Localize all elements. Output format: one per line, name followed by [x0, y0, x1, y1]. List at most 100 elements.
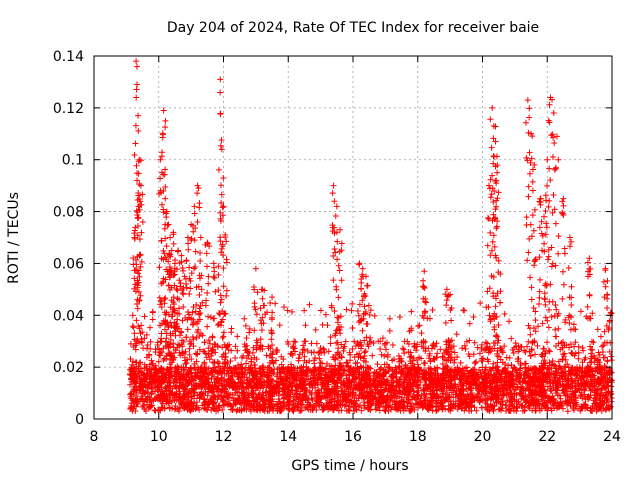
data-point	[185, 308, 192, 315]
data-point	[196, 291, 203, 298]
data-point	[359, 327, 366, 334]
data-point	[543, 339, 550, 346]
data-point	[344, 360, 351, 367]
data-point	[154, 339, 161, 346]
data-point	[183, 334, 190, 341]
data-point	[152, 362, 159, 369]
data-point	[177, 379, 184, 386]
data-point	[234, 333, 241, 340]
data-point	[371, 312, 378, 319]
data-point	[211, 315, 218, 322]
data-point	[197, 275, 204, 282]
data-point	[301, 307, 308, 314]
data-point	[228, 325, 235, 332]
data-point	[279, 391, 286, 398]
data-point	[191, 210, 198, 217]
data-point	[179, 265, 186, 272]
data-point	[289, 308, 296, 315]
data-point	[479, 364, 486, 371]
data-point	[374, 361, 381, 368]
data-point	[157, 156, 164, 163]
data-point	[209, 390, 216, 397]
data-point	[157, 338, 164, 345]
data-point	[555, 358, 562, 365]
data-point	[460, 307, 467, 314]
data-point	[290, 406, 297, 413]
data-point	[217, 142, 224, 149]
data-point	[214, 358, 221, 365]
data-point	[129, 323, 136, 330]
data-point	[167, 234, 174, 241]
data-point	[481, 347, 488, 354]
data-point	[450, 343, 457, 350]
data-point	[535, 300, 542, 307]
data-point	[503, 402, 510, 409]
data-point	[545, 347, 552, 354]
data-point	[204, 289, 211, 296]
data-point	[510, 349, 517, 356]
data-point	[512, 340, 519, 347]
data-point	[413, 347, 420, 354]
data-point	[601, 393, 608, 400]
data-point	[362, 348, 369, 355]
data-point	[312, 326, 319, 333]
data-point	[317, 359, 324, 366]
data-point	[147, 338, 154, 345]
data-point	[534, 342, 541, 349]
data-point	[497, 344, 504, 351]
data-point	[461, 307, 468, 314]
data-point	[179, 381, 186, 388]
data-point	[278, 361, 285, 368]
data-point	[473, 358, 480, 365]
data-point	[289, 352, 296, 359]
data-point	[366, 311, 373, 318]
data-point	[157, 175, 164, 182]
data-point	[362, 358, 369, 365]
data-point	[379, 335, 386, 342]
data-point	[187, 285, 194, 292]
data-point	[217, 299, 224, 306]
data-point	[158, 153, 165, 160]
data-point	[396, 314, 403, 321]
data-point	[331, 395, 338, 402]
data-point	[415, 323, 422, 330]
data-point	[429, 306, 436, 313]
data-point	[575, 349, 582, 356]
data-point	[141, 398, 148, 405]
data-point	[369, 352, 376, 359]
data-point	[158, 404, 165, 411]
data-point	[140, 345, 147, 352]
data-point	[171, 406, 178, 413]
data-point	[274, 401, 281, 408]
data-point	[133, 94, 140, 101]
data-point	[594, 326, 601, 333]
data-point	[219, 344, 226, 351]
data-point	[184, 326, 191, 333]
data-point	[259, 295, 266, 302]
data-point	[149, 316, 156, 323]
data-point	[272, 300, 279, 307]
data-point	[149, 308, 156, 315]
data-point	[532, 317, 539, 324]
data-point	[133, 58, 140, 65]
data-point	[180, 303, 187, 310]
data-point	[141, 335, 148, 342]
data-point	[176, 296, 183, 303]
data-point	[501, 311, 508, 318]
data-point	[348, 307, 355, 314]
data-point	[232, 355, 239, 362]
data-point	[463, 338, 470, 345]
data-point	[269, 294, 276, 301]
data-point	[343, 306, 350, 313]
data-point	[367, 334, 374, 341]
data-point	[377, 365, 384, 372]
data-point	[176, 277, 183, 284]
data-point	[172, 383, 179, 390]
data-point	[577, 308, 584, 315]
data-point	[147, 324, 154, 331]
data-point	[165, 324, 172, 331]
data-point	[579, 359, 586, 366]
data-point	[130, 324, 137, 331]
data-point	[327, 334, 334, 341]
data-point	[338, 341, 345, 348]
